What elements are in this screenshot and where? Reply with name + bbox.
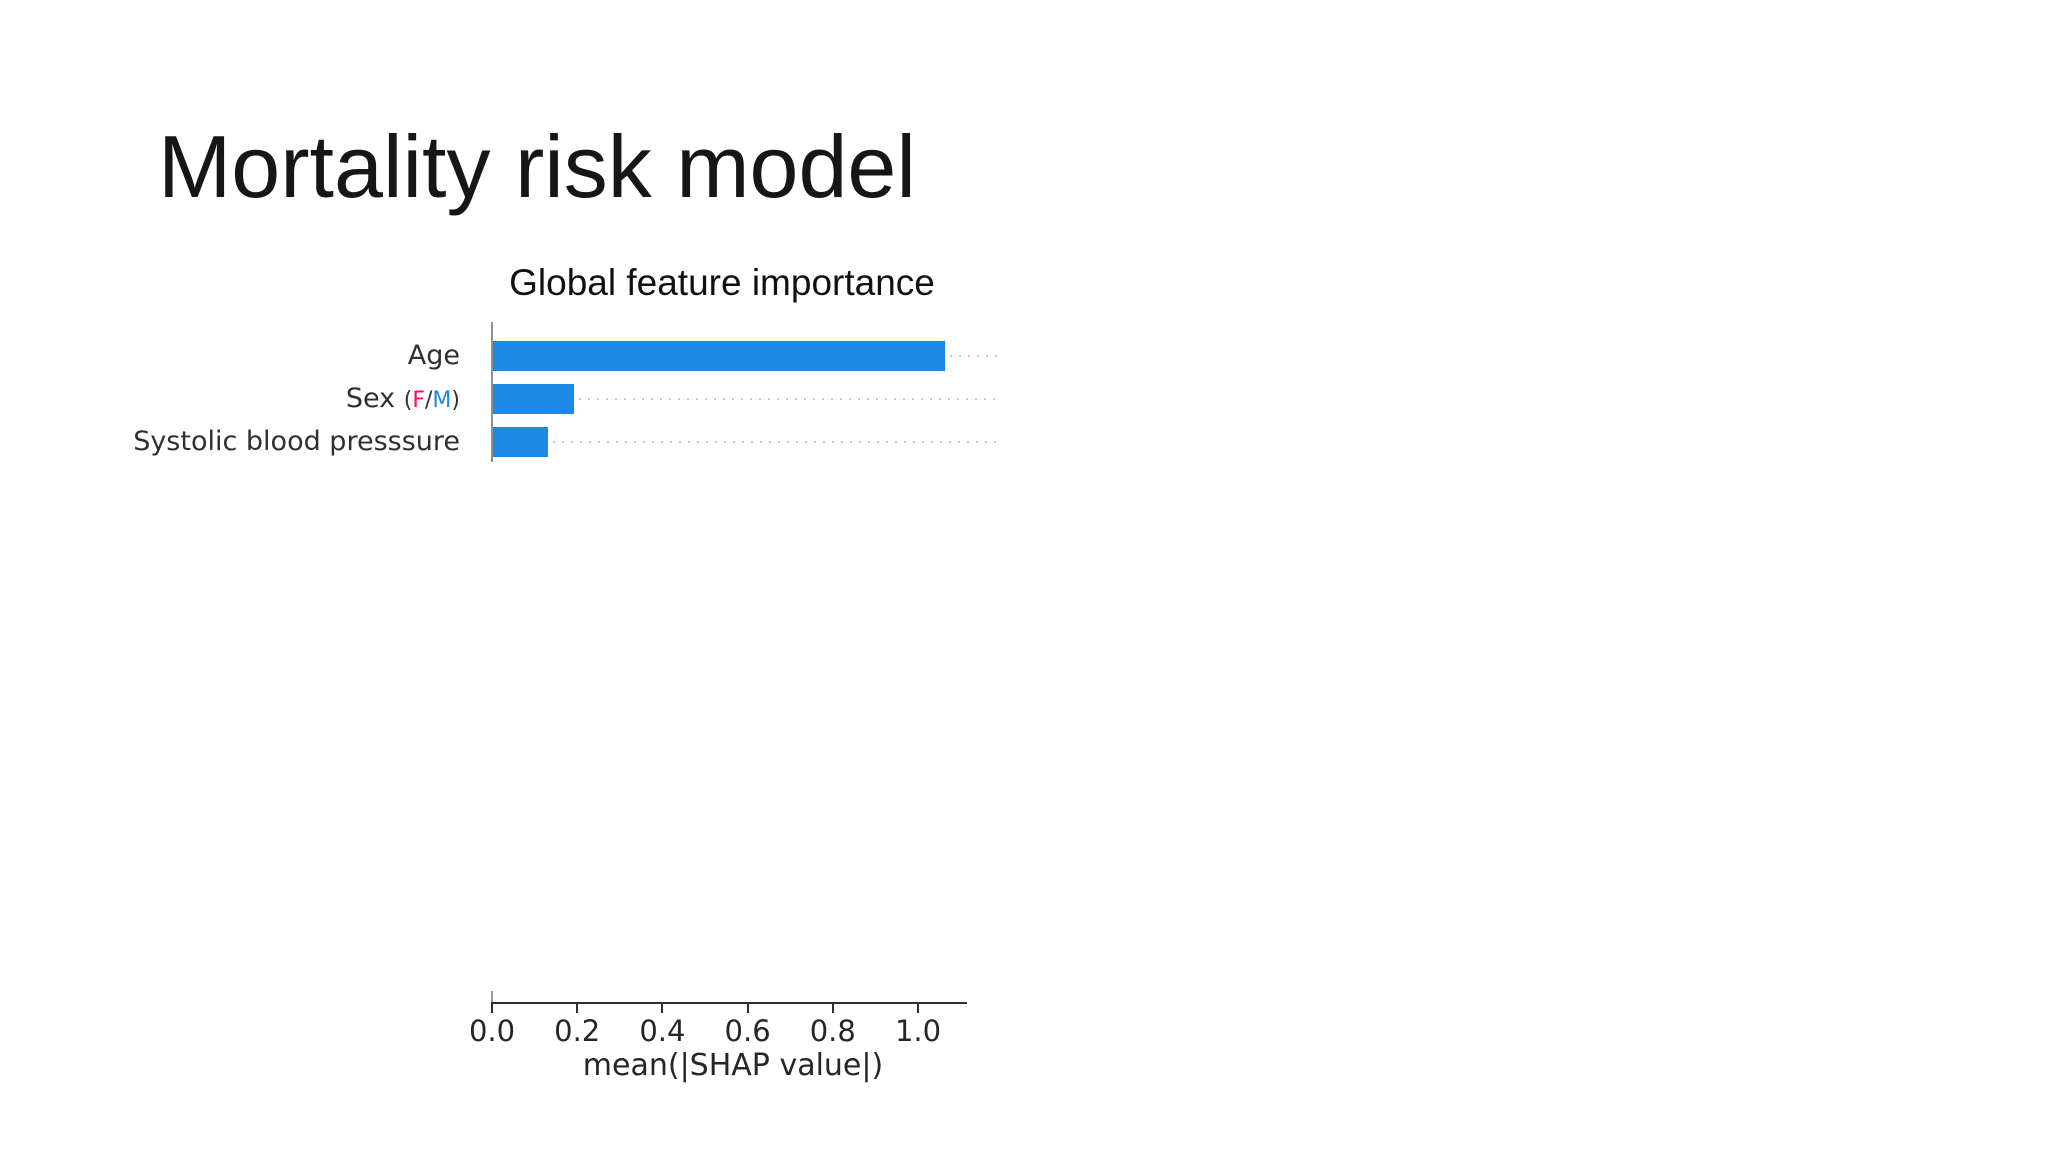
x-tick-mark xyxy=(661,1003,664,1013)
x-tick-label: 0.8 xyxy=(809,1014,856,1048)
slide-title: Mortality risk model xyxy=(158,117,916,216)
chart-title: Global feature importance xyxy=(509,262,935,303)
leader-dotted-line xyxy=(579,398,1000,400)
y-category-label-part: ) xyxy=(451,388,460,413)
leader-dotted-line xyxy=(553,441,1000,443)
y-category-label-part: F xyxy=(412,388,425,413)
x-tick-label: 0.0 xyxy=(468,1014,516,1048)
y-category-label: Sex (F/M) xyxy=(60,384,460,416)
y-category-label: Systolic blood presssure xyxy=(60,427,460,457)
y-category-label-part: ( xyxy=(403,388,413,413)
bar xyxy=(493,341,945,371)
x-tick-mark xyxy=(491,1003,493,1013)
bar xyxy=(493,427,548,457)
leader-dotted-line xyxy=(950,355,1000,357)
y-category-label-part: / xyxy=(425,388,433,413)
y-axis-spine xyxy=(491,322,493,462)
x-axis-line xyxy=(491,1002,967,1004)
y-category-label-part: Systolic blood presssure xyxy=(133,426,460,457)
y-category-label-part: Age xyxy=(407,340,460,371)
x-tick-label: 0.4 xyxy=(639,1014,686,1048)
y-axis-bottom-stub xyxy=(491,991,493,1003)
y-category-label: Age xyxy=(60,341,460,371)
bar xyxy=(493,384,574,414)
y-category-label-part: Sex xyxy=(345,383,404,414)
x-tick-label: 0.2 xyxy=(554,1014,601,1048)
x-tick-mark xyxy=(917,1003,919,1013)
x-tick-label: 0.6 xyxy=(724,1014,771,1048)
y-category-label-part: M xyxy=(432,388,452,413)
x-tick-mark xyxy=(746,1003,749,1013)
x-tick-mark xyxy=(831,1003,834,1013)
x-tick-label: 1.0 xyxy=(894,1014,942,1048)
x-axis-label: mean(|SHAP value|) xyxy=(582,1048,884,1083)
x-tick-mark xyxy=(576,1003,579,1013)
